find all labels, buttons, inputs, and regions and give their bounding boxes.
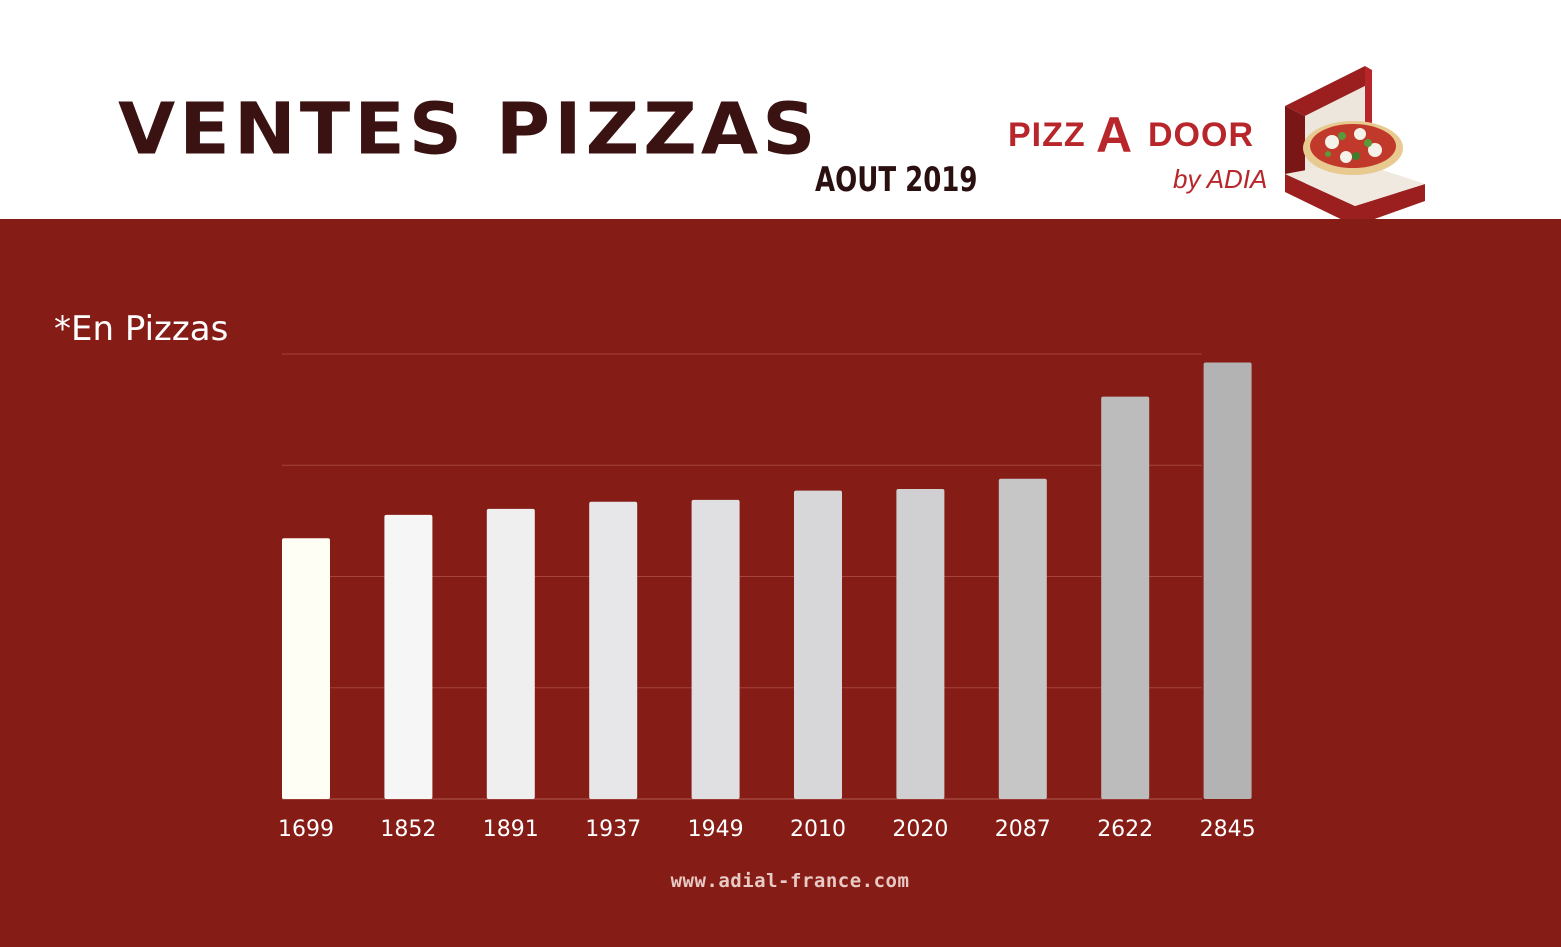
bar-2087 xyxy=(998,478,1047,799)
bar-1937 xyxy=(589,501,638,799)
x-tick-label: 2020 xyxy=(892,817,948,842)
pizza-box-icon xyxy=(1285,66,1425,226)
x-tick-label: 2087 xyxy=(995,817,1051,842)
bar-1699 xyxy=(282,538,330,799)
website-footer: www.adial-france.com xyxy=(670,870,910,892)
bar-2020 xyxy=(896,489,945,799)
bar-1949 xyxy=(691,499,740,799)
bar-1852 xyxy=(384,514,433,799)
pizzadoor-logo: PIZZ A DOOR by ADIAL xyxy=(1008,107,1268,194)
bar-2622 xyxy=(1101,396,1150,799)
x-tick-label: 1852 xyxy=(380,817,436,842)
bar-2010 xyxy=(794,490,842,799)
logo-name-part1: PIZZ xyxy=(1008,116,1086,154)
x-tick-label: 2622 xyxy=(1097,817,1153,842)
x-tick-label: 1699 xyxy=(278,817,334,842)
logo-tagline: by ADIAL xyxy=(1173,164,1268,194)
logo-name-part3: DOOR xyxy=(1148,116,1254,154)
page-subtitle: AOUT 2019 xyxy=(815,160,978,200)
x-tick-label: 2010 xyxy=(790,817,846,842)
bar-1891 xyxy=(486,508,535,799)
chart-panel xyxy=(0,219,1561,947)
logo-name-part2: A xyxy=(1096,107,1132,163)
x-tick-label: 1937 xyxy=(585,817,641,842)
x-tick-label: 1949 xyxy=(688,817,744,842)
page-title: VENTES PIZZAS xyxy=(118,88,820,171)
bar-2845 xyxy=(1203,362,1252,799)
x-tick-label: 2845 xyxy=(1200,817,1256,842)
x-tick-label: 1891 xyxy=(483,817,539,842)
unit-note: *En Pizzas xyxy=(54,309,229,349)
